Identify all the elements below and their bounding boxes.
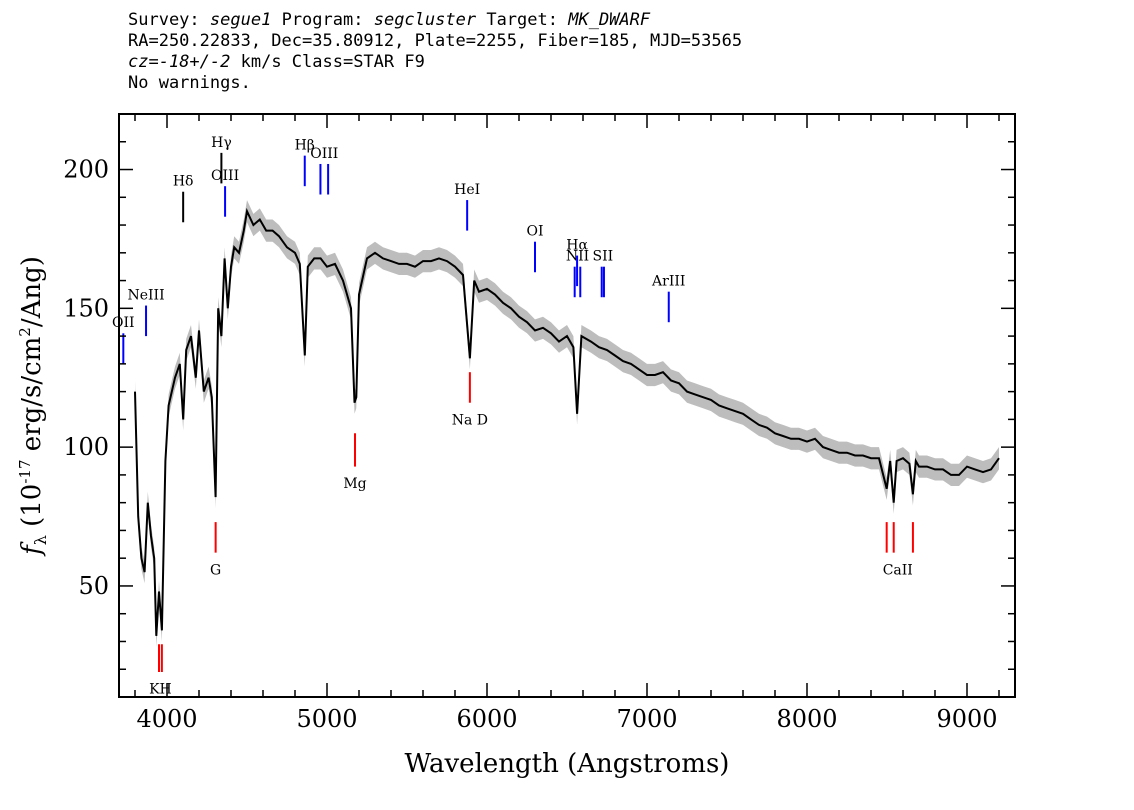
line-marker-label: Hα [566, 237, 588, 253]
spectrum-line [134, 207, 1000, 636]
y-tick-label: 200 [63, 156, 109, 184]
x-tick-label: 6000 [456, 705, 517, 733]
line-marker-label: OIII [211, 168, 239, 184]
x-tick-label: 9000 [936, 705, 997, 733]
line-marker-label: KH [149, 682, 172, 698]
x-tick-label: 4000 [136, 705, 197, 733]
error-band [135, 200, 999, 647]
line-marker-label: OII [112, 315, 135, 331]
header-line-redshift: cz=-18+/-2 km/s Class=STAR F9 [128, 52, 742, 73]
line-marker-label: SII [593, 249, 614, 265]
error-band-layer [135, 200, 999, 647]
y-axis-label: fλ (10-17 erg/s/cm2/Ang) [16, 256, 50, 557]
header-line-survey: Survey: segue1 Program: segcluster Targe… [128, 10, 742, 31]
program-label: Program: [281, 10, 364, 30]
spectrum-header: Survey: segue1 Program: segcluster Targe… [128, 10, 742, 94]
survey-label: Survey: [128, 10, 200, 30]
line-marker-label: Hδ [173, 174, 194, 190]
cz-rest: km/s Class=STAR F9 [230, 52, 425, 72]
survey-value: segue1 [209, 10, 272, 30]
line-marker-label: HeI [454, 182, 480, 198]
target-label: Target: [486, 10, 558, 30]
axis-tick-layer: 4000 5000 6000 7000 8000 9000 50 100 150 200 [63, 113, 1015, 733]
line-marker-label: Hβ [295, 138, 315, 154]
line-marker-label: Hγ [211, 135, 232, 151]
x-tick-label: 8000 [776, 705, 837, 733]
y-tick-label: 50 [78, 572, 109, 600]
line-marker-label: OIII [310, 146, 338, 162]
line-marker-label: ArIII [651, 274, 685, 290]
header-line-coords: RA=250.22833, Dec=35.80912, Plate=2255, … [128, 31, 743, 51]
x-axis-label: Wavelength (Angstroms) [405, 749, 730, 779]
x-tick-label: 7000 [616, 705, 677, 733]
line-marker-label: Na D [452, 412, 488, 428]
line-marker-label: Mg [343, 476, 366, 492]
line-marker-label: NeIII [127, 287, 164, 303]
x-tick-label: 5000 [296, 705, 357, 733]
target-value: MK_DWARF [568, 10, 651, 30]
spectrum-line-layer [134, 207, 1000, 636]
line-marker-label: G [210, 562, 221, 578]
cz-label: cz= [128, 52, 159, 72]
y-tick-label: 150 [63, 294, 109, 322]
y-tick-label: 100 [63, 433, 109, 461]
plot-frame [118, 113, 1016, 698]
line-marker-label: OI [526, 224, 543, 240]
program-value: segcluster [373, 10, 477, 30]
line-marker-label: CaII [883, 562, 913, 578]
header-line-warnings: No warnings. [128, 73, 251, 93]
cz-value: -18+/-2 [158, 52, 231, 72]
